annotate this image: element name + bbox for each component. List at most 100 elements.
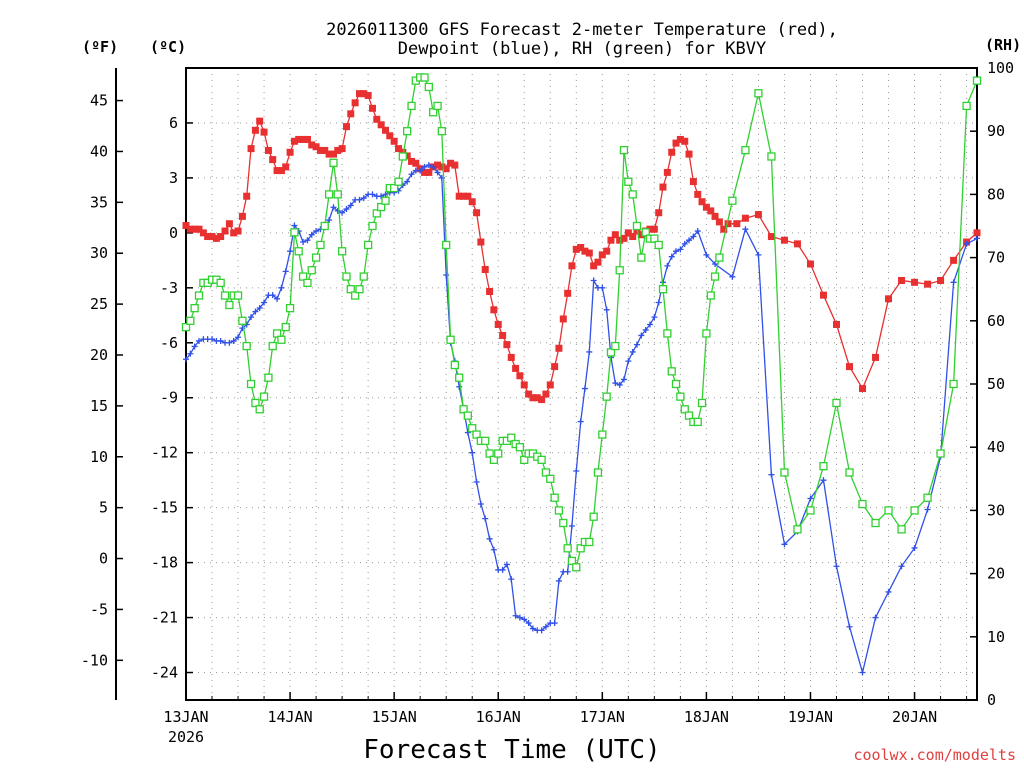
temperature-point <box>559 315 567 323</box>
rh-point <box>216 278 225 288</box>
temperature-point <box>767 233 775 241</box>
rh-point <box>619 146 629 155</box>
dewpoint-point <box>712 261 719 268</box>
rh-point <box>845 468 854 477</box>
rh-point <box>936 449 945 458</box>
dewpoint-point <box>287 248 294 255</box>
dewpoint-point <box>274 295 281 302</box>
dewpoint-point <box>187 350 194 357</box>
temperature-point <box>754 211 762 219</box>
dewpoint-point <box>417 167 424 174</box>
temperature-point <box>277 167 285 175</box>
temperature-point <box>208 233 216 241</box>
dewpoint-point <box>256 304 263 311</box>
fahrenheit-tick-label: -5 <box>90 600 108 618</box>
temperature-point <box>477 238 485 246</box>
rh-tick-label: 0 <box>987 691 996 709</box>
temperature-point <box>620 234 628 242</box>
rh-point <box>832 398 841 408</box>
dewpoint-point <box>421 163 428 170</box>
temperature-point <box>312 143 320 151</box>
temperature-point <box>377 121 385 129</box>
temperature-point <box>637 231 645 239</box>
chart-title-line-2: Dewpoint (blue), RH (green) for KBVY <box>398 39 766 59</box>
rh-point <box>194 291 204 300</box>
dewpoint-point <box>248 314 255 321</box>
fahrenheit-tick-label: -10 <box>81 651 108 669</box>
temperature-point <box>659 183 667 191</box>
temperature-point <box>607 236 615 244</box>
rh-point <box>298 272 308 281</box>
dewpoint-point <box>183 356 189 363</box>
rh-point <box>450 360 459 370</box>
temperature-point <box>793 240 801 248</box>
rh-point <box>576 544 585 553</box>
dewpoint-point <box>568 522 575 529</box>
rh-point <box>663 329 672 338</box>
temperature-point <box>468 198 476 206</box>
temperature-point <box>299 135 307 143</box>
rh-point <box>520 455 529 464</box>
dewpoint-point <box>473 479 480 486</box>
temperature-point <box>512 364 520 372</box>
rh-point <box>355 285 364 294</box>
rh-point <box>972 76 982 85</box>
temperature-point <box>342 123 350 131</box>
rh-point <box>680 405 689 414</box>
rh-point <box>754 89 763 98</box>
rh-point <box>650 234 659 243</box>
dewpoint-point <box>326 217 333 224</box>
temperature-point <box>403 152 411 160</box>
temperature-point <box>624 229 632 237</box>
temperature-point <box>676 135 684 143</box>
temperature-point <box>303 135 311 143</box>
temperature-point <box>525 390 533 398</box>
rh-point <box>437 127 446 136</box>
temperature-point <box>655 209 663 217</box>
dewpoint-point <box>599 284 606 291</box>
rh-point <box>350 291 360 300</box>
rh-point <box>320 221 329 231</box>
rh-point <box>793 525 802 534</box>
dewpoint-point <box>729 273 736 280</box>
temperature-point <box>355 90 363 98</box>
x-tick-label: 16JAN <box>476 708 521 726</box>
dewpoint-point <box>638 332 645 339</box>
temperature-point <box>598 251 606 259</box>
temperature-point <box>564 289 572 297</box>
dewpoint-point <box>356 196 363 203</box>
x-tick-label: 17JAN <box>580 708 625 726</box>
temperature-point <box>447 159 455 167</box>
rh-line <box>185 76 978 569</box>
temperature-point <box>646 225 654 233</box>
rh-point <box>463 411 472 420</box>
x-tick-year-label: 2026 <box>168 728 204 746</box>
temperature-point <box>780 236 788 244</box>
temperature-point <box>290 137 298 145</box>
dewpoint-point <box>469 449 476 456</box>
temperature-point <box>702 203 710 211</box>
dewpoint-point <box>620 376 627 383</box>
dewpoint-point <box>911 544 918 551</box>
dewpoint-point <box>261 299 268 306</box>
temperature-point <box>611 231 619 239</box>
dewpoint-point <box>885 588 892 595</box>
temperature-point <box>594 258 602 266</box>
temperature-point <box>694 190 702 198</box>
rh-point <box>624 177 633 186</box>
fahrenheit-tick-label: 25 <box>90 295 108 313</box>
temperature-point <box>360 90 368 98</box>
temperature-point <box>186 225 194 233</box>
rh-point <box>559 518 568 528</box>
dewpoint-point <box>490 546 497 553</box>
temperature-point <box>412 159 420 167</box>
dewpoint-point <box>252 308 259 315</box>
rh-tick-label: 20 <box>987 565 1005 583</box>
temperature-point <box>225 220 233 228</box>
temperature-point <box>499 331 507 339</box>
dewpoint-point <box>581 385 588 392</box>
rh-point <box>311 253 321 262</box>
rh-point <box>658 285 668 294</box>
rh-tick-label: 70 <box>987 249 1005 267</box>
